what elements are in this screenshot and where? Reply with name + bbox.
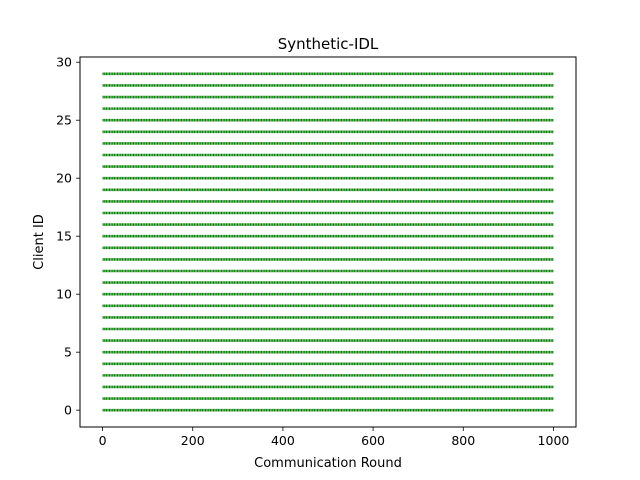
y-tick-label: 0 — [64, 403, 72, 418]
y-tick-label: 20 — [56, 171, 72, 186]
x-tick-label: 1000 — [538, 433, 570, 448]
y-tick-label: 25 — [56, 113, 72, 128]
x-tick-label: 200 — [181, 433, 205, 448]
x-tick-label: 400 — [271, 433, 295, 448]
y-axis-ticks: 0 5 10 15 20 25 30 — [56, 55, 80, 418]
axes-frame — [79, 56, 577, 428]
x-axis-ticks: 0 200 400 600 800 1000 — [99, 427, 570, 448]
y-tick-label: 5 — [64, 345, 72, 360]
chart-title: Synthetic-IDL — [278, 35, 379, 53]
x-axis-label: Communication Round — [254, 456, 402, 471]
y-tick-label: 30 — [56, 55, 72, 70]
x-tick-label: 800 — [451, 433, 475, 448]
y-tick-label: 10 — [56, 287, 72, 302]
y-tick-label: 15 — [56, 229, 72, 244]
x-tick-label: 600 — [361, 433, 385, 448]
y-axis-label: Client ID — [32, 214, 47, 270]
x-tick-label: 0 — [99, 433, 107, 448]
